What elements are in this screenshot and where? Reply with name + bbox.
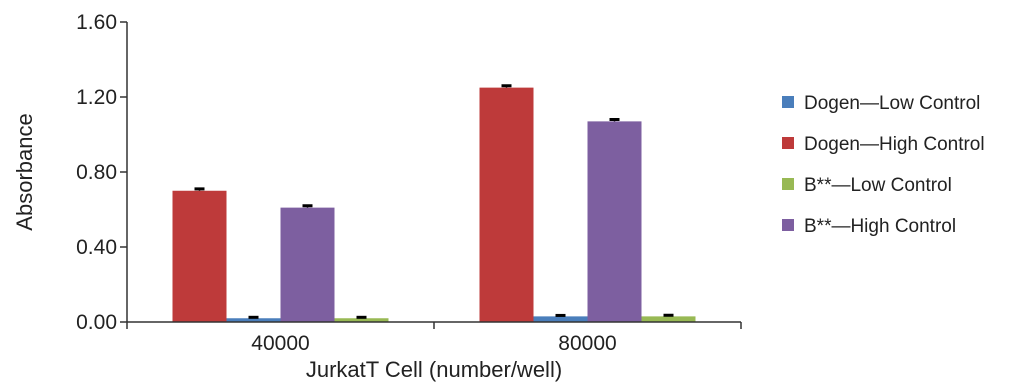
- bars: [172, 87, 696, 322]
- bar: [533, 316, 588, 322]
- error-cap: [663, 313, 674, 317]
- error-bars: [194, 84, 674, 319]
- error-cap: [248, 315, 259, 319]
- y-axis-title: Absorbance: [12, 113, 37, 230]
- error-cap: [356, 315, 367, 319]
- legend-swatch: [782, 96, 794, 108]
- y-axis-ticks: 0.00 0.40 0.80 1.20 1.60: [76, 11, 127, 334]
- legend-label: Dogen—High Control: [804, 134, 985, 155]
- x-tick-label: 40000: [251, 332, 309, 355]
- bar: [479, 87, 534, 322]
- bar: [172, 190, 227, 322]
- x-axis-title: JurkatT Cell (number/well): [306, 357, 562, 382]
- error-cap: [302, 204, 313, 208]
- error-cap: [194, 187, 205, 191]
- legend-swatch: [782, 178, 794, 190]
- y-tick-label: 0.80: [76, 161, 117, 184]
- legend-label: Dogen—Low Control: [804, 93, 980, 114]
- error-cap: [501, 84, 512, 88]
- legend-swatch: [782, 219, 794, 231]
- y-tick-label: 0.00: [76, 311, 117, 334]
- legend-label: B**—Low Control: [804, 175, 952, 196]
- legend-swatch: [782, 137, 794, 149]
- bar: [280, 207, 335, 322]
- bar: [587, 121, 642, 322]
- bar: [334, 318, 389, 322]
- error-cap: [555, 313, 566, 317]
- x-tick-label: 80000: [558, 332, 616, 355]
- y-tick-label: 0.40: [76, 236, 117, 259]
- error-cap: [609, 118, 620, 121]
- bar: [641, 316, 696, 322]
- y-tick-label: 1.60: [76, 11, 117, 34]
- x-axis-ticks: 40000 80000: [126, 322, 742, 355]
- bar: [226, 318, 281, 322]
- legend-label: B**—High Control: [804, 216, 956, 237]
- legend: Dogen—Low Control Dogen—High Control B**—L…: [782, 93, 985, 237]
- y-tick-label: 1.20: [76, 86, 117, 109]
